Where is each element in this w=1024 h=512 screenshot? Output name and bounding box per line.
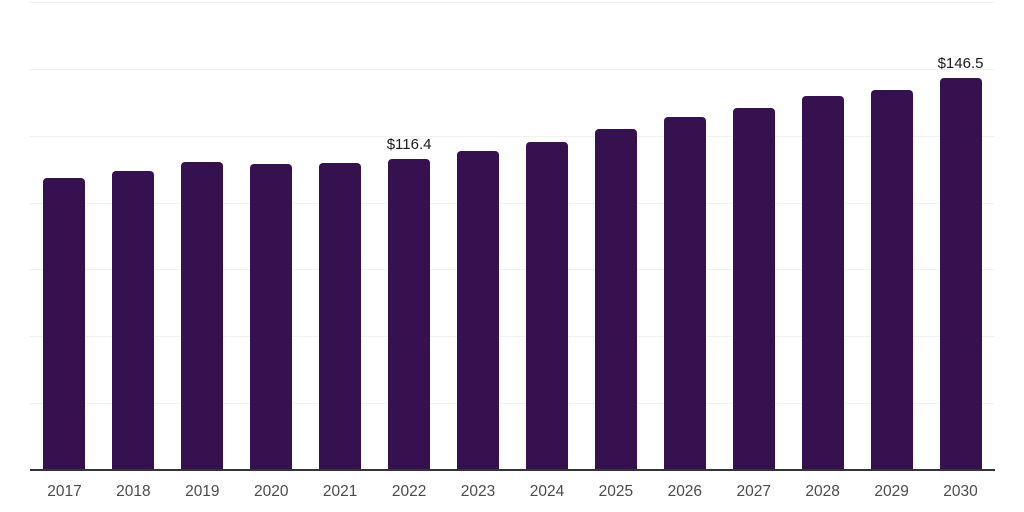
gridline-175	[30, 2, 995, 3]
bar-2021[interactable]	[319, 163, 361, 470]
x-axis-label-2029: 2029	[874, 483, 909, 500]
gridline-100	[30, 203, 995, 204]
bar-2026[interactable]	[664, 117, 706, 470]
bar-2017[interactable]	[43, 178, 85, 470]
gridline-25	[30, 403, 995, 404]
x-axis-label-2017: 2017	[47, 483, 82, 500]
bar-2022[interactable]	[388, 159, 430, 470]
x-axis-label-2022: 2022	[391, 483, 427, 500]
x-axis-line	[30, 469, 995, 471]
bar-2030[interactable]	[940, 78, 982, 470]
x-axis-label-2027: 2027	[736, 483, 771, 500]
bar-value-label-2022: $116.4	[386, 136, 432, 153]
x-axis-label-2023: 2023	[460, 483, 496, 500]
bar-2020[interactable]	[250, 164, 292, 470]
x-axis-label-2028: 2028	[805, 483, 840, 500]
gridline-75	[30, 269, 995, 270]
bar-2027[interactable]	[733, 108, 775, 470]
bar-2024[interactable]	[526, 142, 568, 470]
bar-2029[interactable]	[871, 90, 913, 470]
gridline-125	[30, 136, 995, 137]
bar-2028[interactable]	[802, 96, 844, 470]
gridline-150	[30, 69, 995, 70]
x-axis-label-2018: 2018	[116, 483, 151, 500]
bar-2023[interactable]	[457, 151, 499, 470]
x-axis-label-2024: 2024	[529, 483, 565, 500]
x-axis-label-2021: 2021	[322, 483, 358, 500]
bar-2018[interactable]	[112, 171, 154, 470]
bar-2019[interactable]	[181, 162, 223, 470]
x-axis-label-2025: 2025	[598, 483, 634, 500]
x-axis-label-2026: 2026	[667, 483, 703, 500]
x-axis-label-2020: 2020	[254, 483, 289, 500]
x-axis-label-2019: 2019	[185, 483, 220, 500]
x-axis-label-2030: 2030	[943, 483, 978, 500]
bar-value-label-2030: $146.5	[937, 55, 984, 72]
bar-2025[interactable]	[595, 129, 637, 470]
gridline-50	[30, 336, 995, 337]
